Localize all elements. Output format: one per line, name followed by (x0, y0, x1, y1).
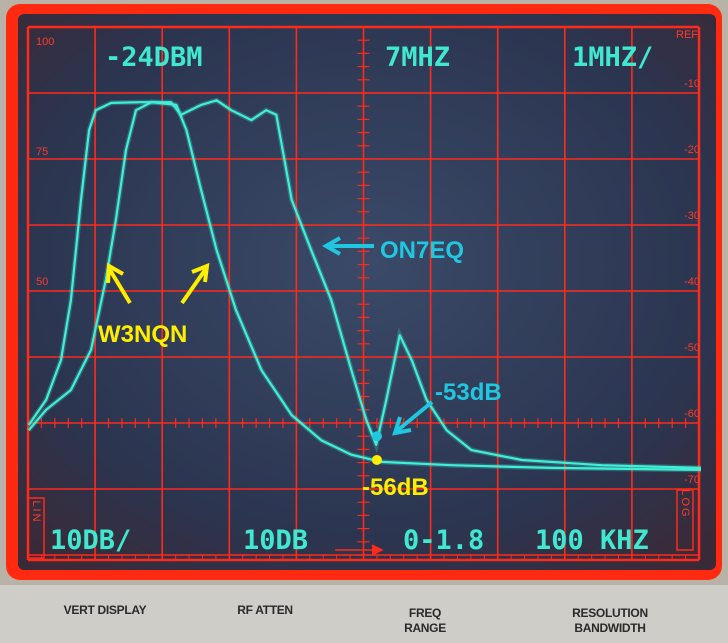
vert-display-label: VERT DISPLAY (63, 603, 147, 617)
y-tick-label: -20 (684, 144, 700, 156)
w3nqn-arrow-left-icon (106, 262, 132, 305)
y-tick-label: -40 (684, 276, 700, 288)
lin-mode-label: LIN (30, 500, 42, 523)
markers (371, 431, 382, 465)
log-mode-label: LOG (679, 489, 691, 518)
right-axis-labels: -10 -20 -30 -40 -50 -60 -70 (684, 78, 700, 486)
minus-53db-arrow-icon (392, 400, 434, 436)
left-axis-label-100: 100 (36, 36, 54, 48)
freq-range-label: FREQ RANGE (385, 606, 465, 636)
res-bw-readout: 100 KHZ (535, 525, 649, 556)
marker-dot (371, 431, 382, 442)
span-readout: 1MHZ/ (572, 42, 653, 73)
resolution-bandwidth-label-line2: BANDWIDTH (574, 621, 646, 635)
w3nqn-arrow-right-icon (180, 262, 210, 305)
y-tick-label: -10 (684, 78, 700, 90)
log-box (676, 489, 694, 551)
trace-on7eq (27, 99, 702, 469)
center-freq-readout: 7MHZ (385, 42, 450, 73)
vert-scale-readout: 10DB/ (50, 525, 131, 556)
on7eq-arrow-icon (321, 236, 374, 256)
y-tick-label: -70 (684, 474, 700, 486)
on7eq-label: ON7EQ (380, 237, 464, 264)
lin-box (27, 497, 45, 559)
freq-range-label-line2: RANGE (404, 621, 446, 635)
marker-dot (371, 454, 382, 465)
traces (26, 97, 702, 473)
graticule (26, 25, 701, 562)
y-tick-label: -50 (684, 342, 700, 354)
left-axis-label-75: 75 (36, 146, 48, 158)
rf-atten-label: RF ATTEN (237, 603, 293, 617)
y-tick-label: -60 (684, 408, 700, 420)
left-axis-label-50: 50 (36, 276, 48, 288)
minus-56db-label: -56dB (362, 474, 429, 501)
resolution-bandwidth-label-line1: RESOLUTION (572, 606, 648, 620)
freq-range-readout: 0-1.8 (403, 525, 484, 556)
y-tick-label: -30 (684, 210, 700, 222)
arrow-marker-icon (335, 544, 384, 556)
freq-range-label-line1: FREQ (408, 606, 442, 620)
resolution-bandwidth-label: RESOLUTION BANDWIDTH (545, 606, 675, 636)
trace-w3nqn (27, 101, 702, 471)
ref-level-readout: -24DBM (105, 42, 203, 73)
w3nqn-label: W3NQN (98, 321, 187, 348)
rf-atten-readout: 10DB (243, 525, 308, 556)
minus-53db-label: -53dB (435, 379, 502, 406)
ref-label: REF (676, 29, 698, 41)
